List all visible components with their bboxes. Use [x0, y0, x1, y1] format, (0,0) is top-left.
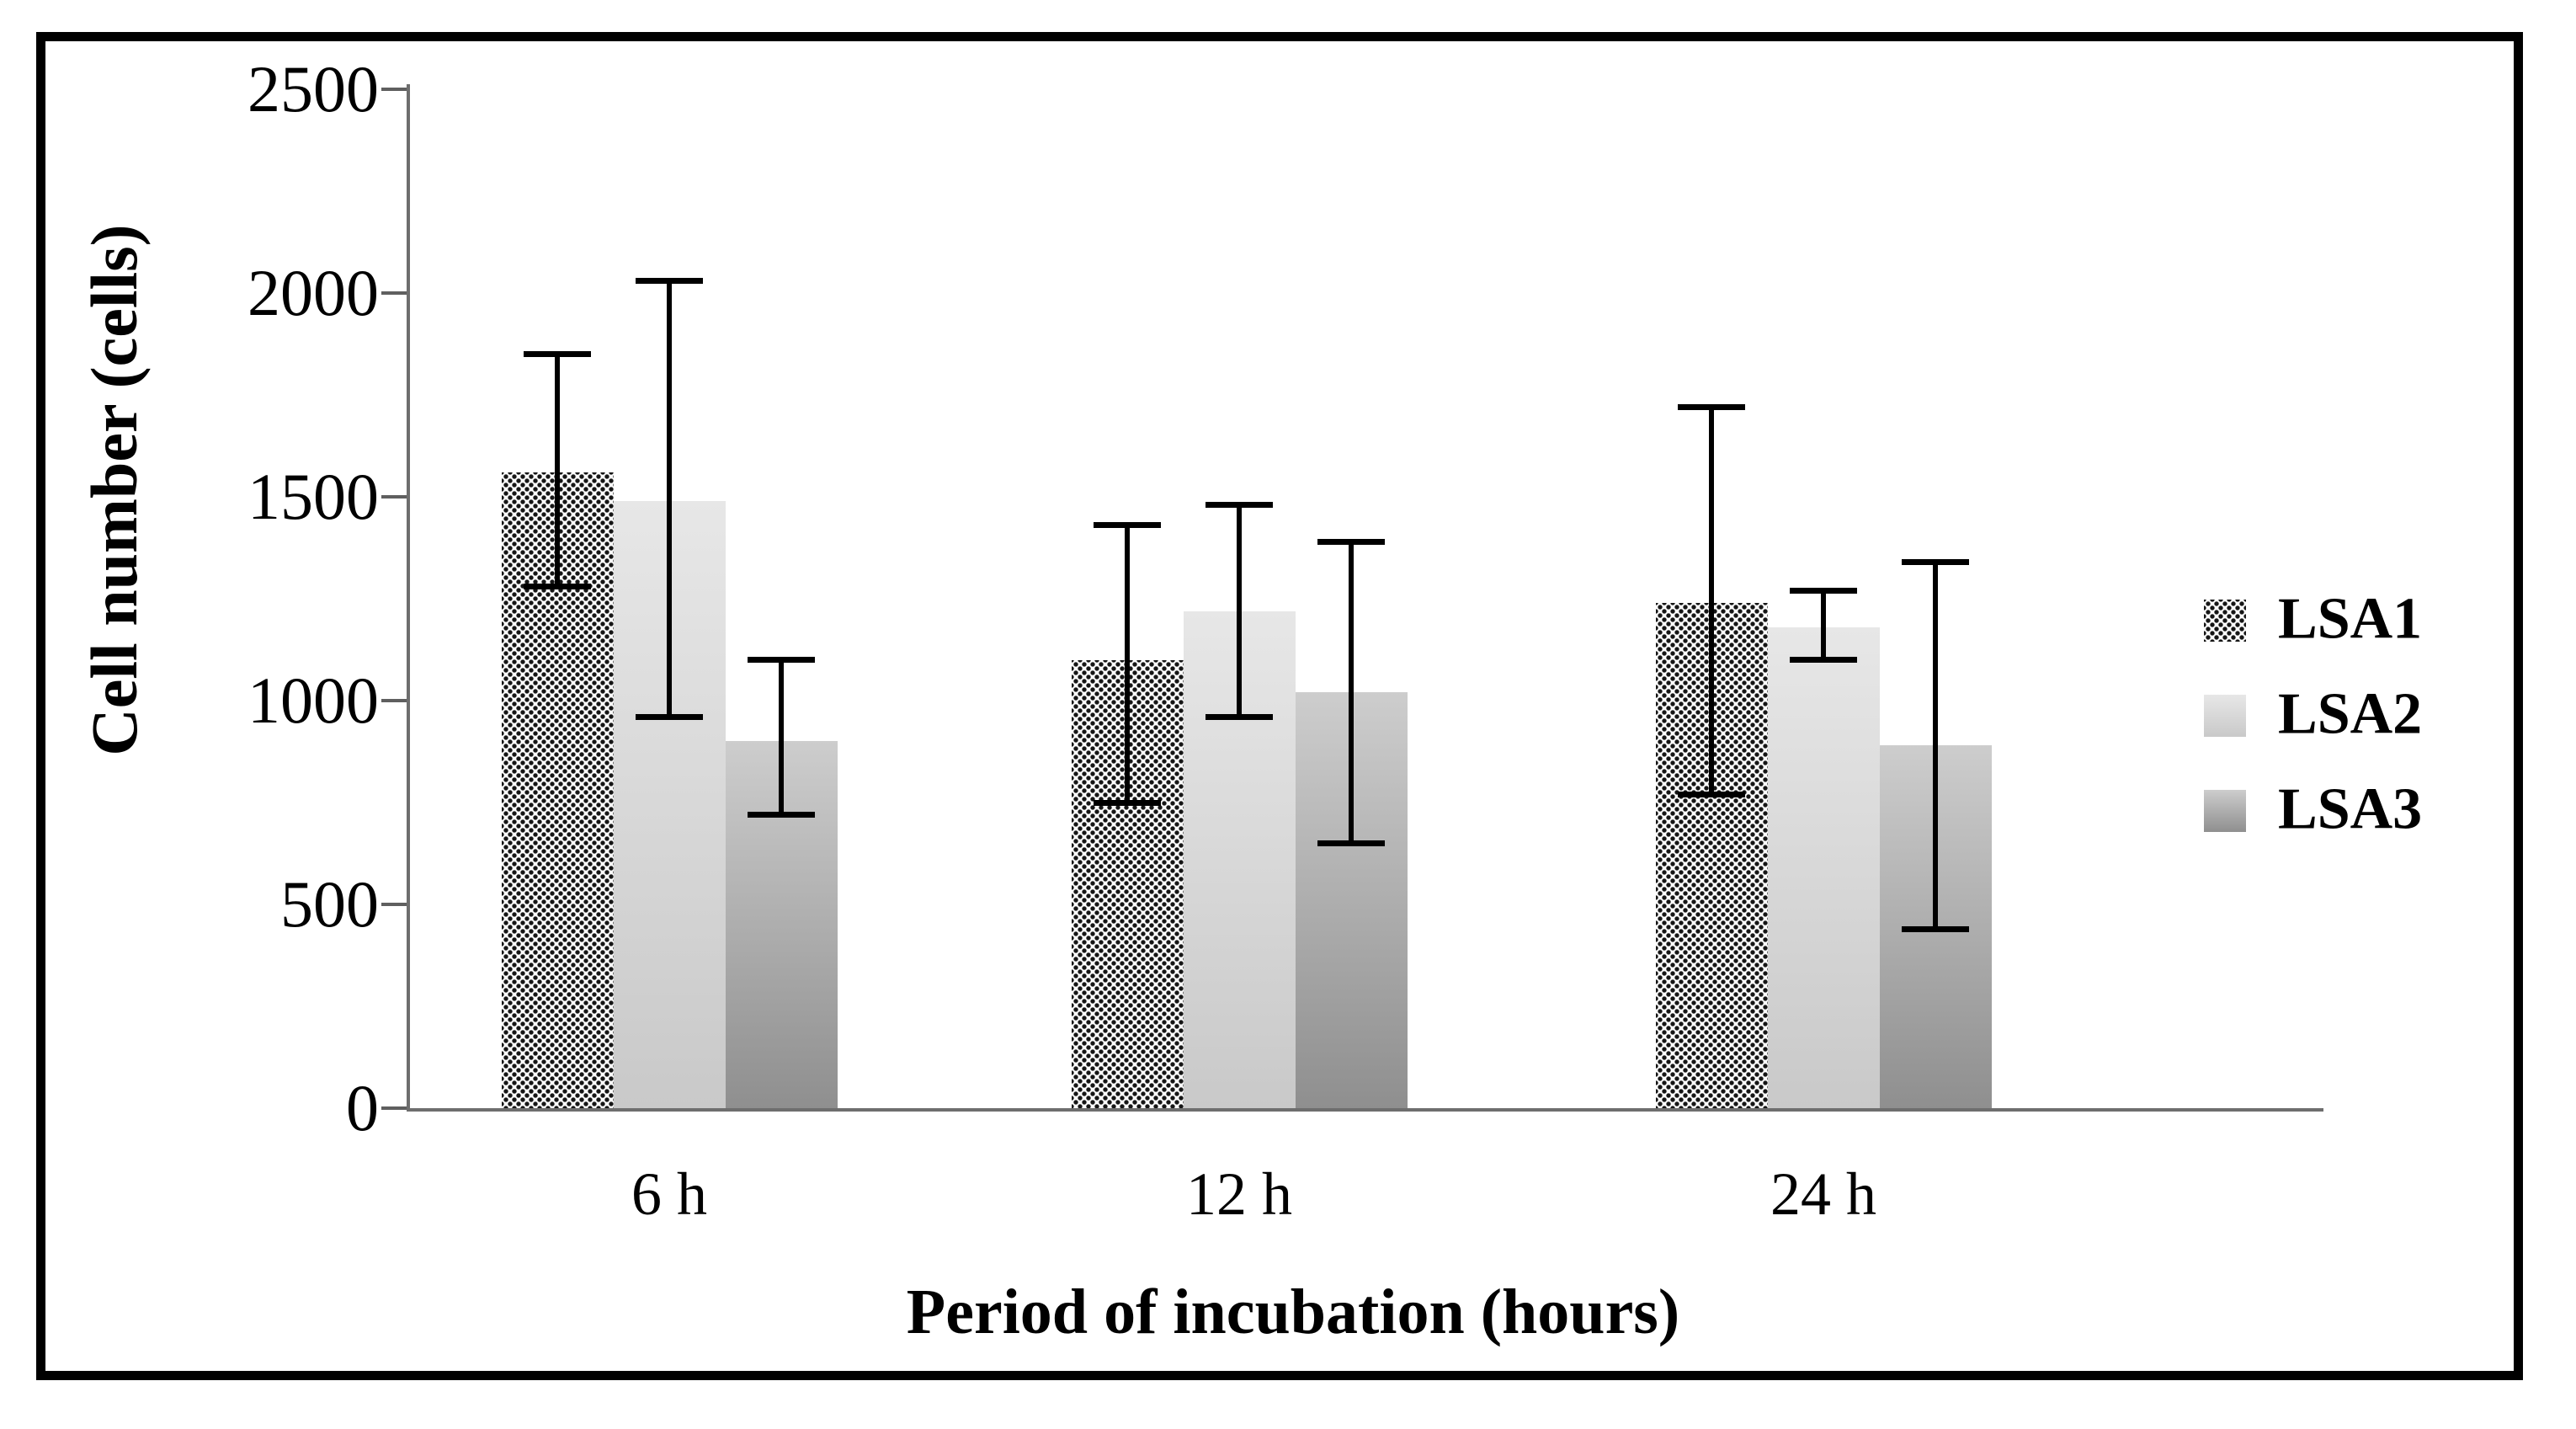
error-bar-LSA2-6h-top-cap [636, 277, 703, 284]
y-axis-title: Cell number (cells) [77, 224, 151, 756]
y-tick-label-1500: 1500 [247, 460, 379, 533]
error-bar-LSA3-24h-top-cap [1902, 558, 1969, 565]
y-tick-1000 [381, 699, 407, 702]
error-bar-LSA1-6h-top-cap [524, 351, 591, 358]
legend-swatch-LSA2 [2204, 695, 2246, 737]
x-label-12h: 12 h [1186, 1160, 1292, 1228]
error-bar-LSA2-24h-bottom-cap [1790, 657, 1857, 664]
error-bar-LSA2-24h [1821, 590, 1826, 660]
y-tick-label-2000: 2000 [247, 256, 379, 329]
error-bar-LSA1-24h-top-cap [1678, 404, 1745, 411]
error-bar-LSA3-12h-bottom-cap [1317, 840, 1385, 846]
y-tick-label-2500: 2500 [247, 52, 379, 125]
legend-label-LSA1: LSA1 [2278, 586, 2423, 652]
y-axis-line [407, 84, 410, 1112]
error-bar-LSA1-6h [555, 354, 560, 587]
y-tick-0 [381, 1106, 407, 1110]
y-tick-label-0: 0 [346, 1071, 379, 1144]
x-label-24h: 24 h [1770, 1160, 1876, 1228]
error-bar-LSA2-12h [1237, 504, 1242, 717]
error-bar-LSA1-12h-bottom-cap [1094, 799, 1161, 806]
error-bar-LSA3-6h-top-cap [748, 657, 815, 664]
error-bar-LSA1-6h-bottom-cap [524, 583, 591, 589]
x-label-6h: 6 h [631, 1160, 707, 1228]
y-tick-1500 [381, 495, 407, 499]
error-bar-LSA3-12h [1349, 541, 1354, 844]
error-bar-LSA3-12h-top-cap [1317, 538, 1385, 545]
error-bar-LSA1-24h-bottom-cap [1678, 791, 1745, 797]
bar-LSA2-24h [1767, 627, 1880, 1108]
error-bar-LSA1-12h-top-cap [1094, 522, 1161, 529]
error-bar-LSA2-6h-bottom-cap [636, 713, 703, 720]
y-tick-label-1000: 1000 [247, 664, 379, 737]
error-bar-LSA2-12h-top-cap [1206, 502, 1273, 509]
error-bar-LSA3-24h-bottom-cap [1902, 925, 1969, 932]
error-bar-LSA2-24h-top-cap [1790, 587, 1857, 594]
y-tick-2000 [381, 291, 407, 295]
bar-LSA1-6h [501, 472, 614, 1108]
error-bar-LSA2-12h-bottom-cap [1206, 713, 1273, 720]
y-tick-2500 [381, 88, 407, 91]
legend-label-LSA2: LSA2 [2278, 681, 2423, 747]
legend-swatch-LSA1 [2204, 600, 2246, 642]
error-bar-LSA3-24h [1933, 562, 1938, 930]
error-bar-LSA3-6h [779, 659, 784, 815]
y-tick-label-500: 500 [280, 867, 379, 941]
error-bar-LSA1-24h [1709, 407, 1714, 795]
error-bar-LSA3-6h-bottom-cap [748, 812, 815, 818]
legend-label-LSA3: LSA3 [2278, 776, 2423, 842]
y-tick-500 [381, 903, 407, 906]
error-bar-LSA2-6h [667, 280, 672, 717]
legend-swatch-LSA3 [2204, 790, 2246, 832]
x-axis-title: Period of incubation (hours) [906, 1277, 1680, 1347]
x-axis-line [407, 1108, 2323, 1112]
error-bar-LSA1-12h [1125, 525, 1130, 802]
bar-LSA1-12h [1071, 659, 1184, 1108]
